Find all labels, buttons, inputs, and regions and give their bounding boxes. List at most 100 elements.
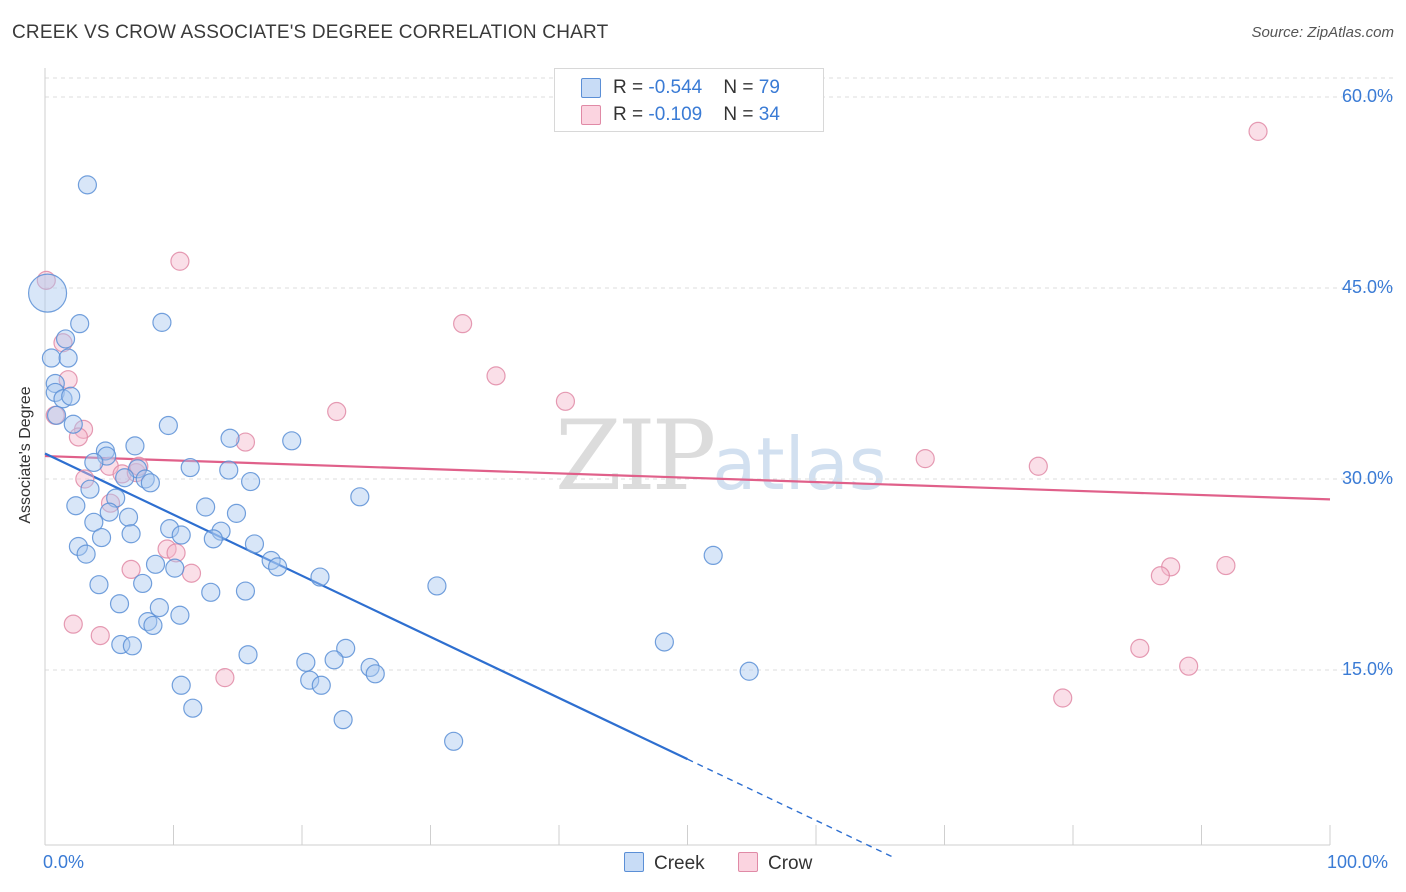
crow-point xyxy=(453,314,473,334)
creek-point xyxy=(143,615,163,636)
legend-crow-n-value: 34 xyxy=(758,104,780,125)
creek-point xyxy=(336,638,356,658)
crow-point xyxy=(181,563,202,583)
crow-point xyxy=(1216,555,1236,576)
creek-point xyxy=(244,534,265,554)
gridlines xyxy=(45,77,1393,671)
crow-point xyxy=(915,449,935,469)
chart-title: CREEK VS CROW ASSOCIATE'S DEGREE CORRELA… xyxy=(12,22,609,43)
bottom-legend-creek: Creek xyxy=(624,852,705,875)
creek-point xyxy=(45,382,65,403)
creek-point xyxy=(138,612,158,632)
creek-point xyxy=(84,452,104,473)
x-tick-label-max: 100.0% xyxy=(1327,852,1389,872)
crow-point xyxy=(170,251,190,271)
creek-point xyxy=(27,273,68,313)
creek-point xyxy=(125,436,145,456)
crow-legend-swatch xyxy=(738,852,758,872)
crow-point xyxy=(486,366,506,386)
creek-point xyxy=(63,414,83,434)
legend-crow-n-label: N = xyxy=(723,104,759,125)
creek-point xyxy=(61,386,81,406)
creek-point xyxy=(654,632,674,652)
crow-point xyxy=(90,626,110,646)
creek-point xyxy=(46,405,67,425)
creek-point xyxy=(158,415,178,436)
creek-trend-extension xyxy=(687,758,894,858)
crow-point xyxy=(1150,566,1170,586)
creek-point xyxy=(427,576,447,596)
crow-point xyxy=(121,559,141,580)
creek-point xyxy=(80,479,100,499)
crow-swatch xyxy=(581,105,601,125)
creek-point xyxy=(171,525,191,545)
legend-creek-r-value: -0.544 xyxy=(648,77,703,98)
creek-point xyxy=(149,598,169,618)
crow-point xyxy=(1130,638,1150,658)
creek-point xyxy=(739,661,759,681)
creek-point xyxy=(89,575,109,595)
creek-point xyxy=(140,473,160,493)
x-tick-label-min: 0.0% xyxy=(43,852,85,872)
creek-point xyxy=(145,554,166,574)
creek-trend-line xyxy=(44,452,688,761)
creek-point xyxy=(311,675,331,695)
creek-point xyxy=(70,314,90,334)
crow-points xyxy=(36,121,1268,708)
creek-point xyxy=(267,557,288,577)
crow-point xyxy=(1053,688,1073,708)
creek-point xyxy=(76,544,96,564)
creek-point xyxy=(84,512,104,532)
creek-point xyxy=(152,312,172,332)
trend-lines xyxy=(44,452,1331,858)
creek-point xyxy=(106,488,126,508)
creek-point xyxy=(196,497,216,517)
axes xyxy=(44,68,1331,846)
creek-point xyxy=(99,502,119,522)
crow-point xyxy=(555,391,576,411)
watermark-zip: ZIP xyxy=(555,400,716,512)
creek-legend-swatch xyxy=(624,852,644,872)
y-tick-label-30: 30.0% xyxy=(1341,468,1393,488)
creek-point xyxy=(77,175,98,195)
creek-point xyxy=(365,664,385,684)
y-tick-label-15: 15.0% xyxy=(1341,659,1393,679)
legend-creek-text: R = -0.544 N = 79 xyxy=(613,77,780,99)
correlation-legend: R = -0.544 N = 79 R = -0.109 N = 34 xyxy=(554,68,824,132)
creek-point xyxy=(66,496,86,516)
creek-point xyxy=(115,468,135,488)
creek-point xyxy=(300,670,320,690)
creek-point xyxy=(282,431,302,451)
creek-point xyxy=(235,581,256,601)
creek-point xyxy=(333,710,353,730)
legend-creek-n-value: 79 xyxy=(758,77,780,98)
legend-creek-r-label: R = xyxy=(613,77,649,98)
crow-point xyxy=(68,427,89,447)
bottom-legend-crow: Crow xyxy=(738,852,812,875)
creek-point xyxy=(135,469,155,489)
legend-crow-r-value: -0.109 xyxy=(648,104,703,125)
creek-point xyxy=(310,567,330,587)
creek-point xyxy=(170,605,190,625)
creek-point xyxy=(165,558,185,578)
y-tick-label-45: 45.0% xyxy=(1341,277,1393,297)
creek-point xyxy=(703,545,723,566)
creek-point xyxy=(219,460,239,480)
y-tick-label-60: 60.0% xyxy=(1341,86,1393,106)
legend-crow-r-label: R = xyxy=(613,104,649,125)
creek-point xyxy=(122,636,142,656)
creek-point xyxy=(350,487,370,507)
crow-point xyxy=(215,668,235,688)
creek-point xyxy=(201,582,221,602)
creek-point xyxy=(180,457,200,478)
creek-point xyxy=(109,594,130,614)
creek-point xyxy=(118,507,139,527)
source-attribution: Source: ZipAtlas.com xyxy=(1251,24,1394,41)
creek-point xyxy=(91,527,112,548)
creek-point xyxy=(121,524,141,544)
creek-point xyxy=(55,329,76,349)
crow-point xyxy=(75,469,95,489)
creek-point xyxy=(241,471,261,492)
crow-point xyxy=(1248,121,1268,141)
crow-point xyxy=(1028,456,1048,476)
